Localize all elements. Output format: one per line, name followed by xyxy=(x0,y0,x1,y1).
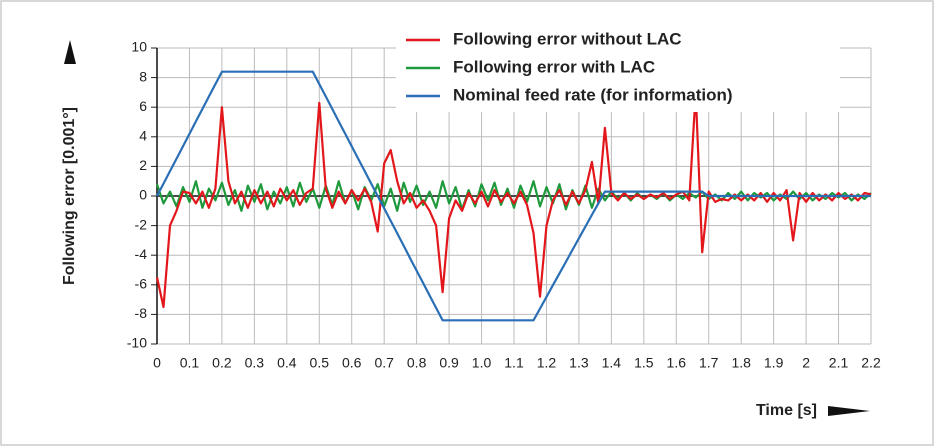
x-tick-label: 0.6 xyxy=(342,355,362,371)
y-tick-label: 10 xyxy=(131,39,147,55)
x-tick-label: 2.2 xyxy=(861,355,881,371)
x-tick-label: 0.7 xyxy=(374,355,394,371)
series-line xyxy=(155,91,872,309)
x-tick-label: 1.2 xyxy=(537,355,557,371)
y-tick-label: -4 xyxy=(135,246,148,262)
x-axis-label: Time [s] xyxy=(756,402,817,419)
legend-label: Following error without LAC xyxy=(453,29,682,48)
y-axis-label: Following error [0.001°] xyxy=(61,107,78,285)
x-tick-label: 0 xyxy=(153,355,161,371)
y-tick-label: -6 xyxy=(135,276,148,292)
x-tick-label: 1.4 xyxy=(602,355,622,371)
x-arrow xyxy=(828,406,870,416)
y-tick-label: 2 xyxy=(139,157,147,173)
y-tick-label: 4 xyxy=(139,128,147,144)
legend-label: Nominal feed rate (for information) xyxy=(453,85,733,104)
series-line xyxy=(156,70,871,322)
x-tick-label: 0.9 xyxy=(439,355,459,371)
x-tick-label: 2 xyxy=(802,355,810,371)
y-arrow xyxy=(64,40,76,64)
x-tick-label: 0.3 xyxy=(245,355,265,371)
x-tick-label: 0.2 xyxy=(212,355,232,371)
legend-label: Following error with LAC xyxy=(453,57,655,76)
x-tick-label: 1.9 xyxy=(764,355,784,371)
y-tick-label: 0 xyxy=(139,187,147,203)
x-tick-label: 1.7 xyxy=(699,355,719,371)
x-tick-label: 1.5 xyxy=(634,355,654,371)
y-tick-label: -8 xyxy=(135,305,148,321)
y-tick-label: 8 xyxy=(139,68,147,84)
x-tick-label: 1.8 xyxy=(731,355,751,371)
x-tick-label: 1.1 xyxy=(504,355,524,371)
x-tick-label: 2.1 xyxy=(829,355,849,371)
x-tick-label: 0.8 xyxy=(407,355,427,371)
x-tick-label: 0.5 xyxy=(310,355,330,371)
x-tick-label: 1.3 xyxy=(569,355,589,371)
y-tick-label: 6 xyxy=(139,98,147,114)
x-tick-label: 0.1 xyxy=(180,355,200,371)
y-tick-label: -2 xyxy=(135,216,148,232)
x-tick-label: 0.4 xyxy=(277,355,297,371)
y-tick-label: -10 xyxy=(127,335,147,351)
x-tick-label: 1.0 xyxy=(472,355,492,371)
legend-box xyxy=(396,24,840,112)
x-tick-label: 1.6 xyxy=(667,355,687,371)
